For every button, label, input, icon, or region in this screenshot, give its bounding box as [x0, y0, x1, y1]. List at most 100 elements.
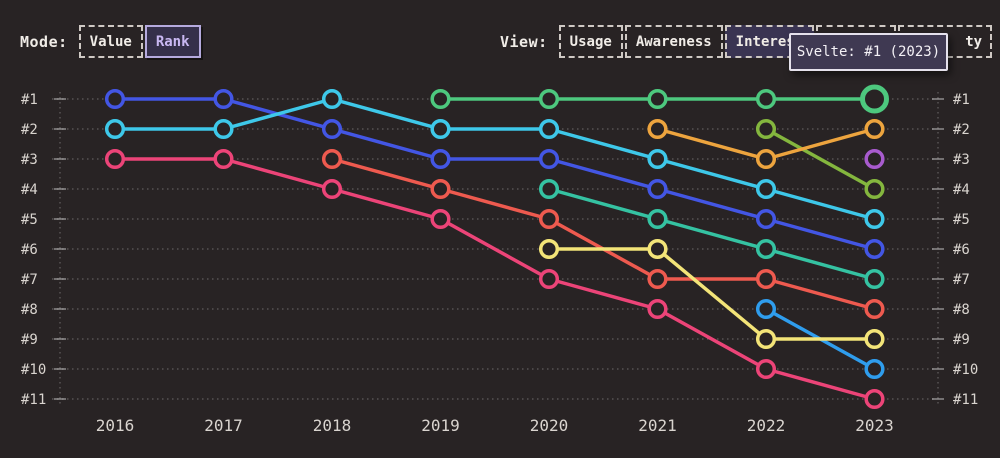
data-point-sky-2022[interactable] [755, 298, 777, 320]
mode-button-group: Value Rank [78, 25, 201, 58]
rank-label-left: #9 [21, 332, 38, 348]
data-point-orange-2021[interactable] [647, 118, 668, 140]
data-point-salmon-2023[interactable] [864, 298, 885, 320]
rank-label-right: #1 [953, 92, 970, 108]
data-point-blue-2017[interactable] [213, 88, 234, 110]
data-point-purple-2023[interactable] [864, 148, 885, 170]
series-line-yellow [547, 247, 877, 341]
data-point-cyan-2023[interactable] [864, 208, 885, 230]
rank-label-left: #4 [21, 182, 38, 198]
data-point-green-2022[interactable] [755, 88, 777, 110]
data-point-salmon-2021[interactable] [647, 268, 668, 290]
rank-label-right: #11 [953, 392, 978, 408]
data-point-blue-2022[interactable] [755, 208, 777, 230]
data-point-teal-2022[interactable] [755, 238, 777, 260]
data-point-sky-2023[interactable] [864, 358, 885, 380]
year-label-2017: 2017 [204, 416, 243, 435]
data-point-lime-2023[interactable] [864, 178, 885, 200]
mode-label: Mode: [20, 32, 68, 51]
data-point-orange-2022[interactable] [755, 148, 777, 170]
data-point-salmon-2022[interactable] [755, 268, 777, 290]
data-point-pink-2021[interactable] [647, 298, 668, 320]
year-label-2016: 2016 [96, 416, 135, 435]
rank-label-left: #6 [21, 242, 38, 258]
rank-label-right: #6 [953, 242, 970, 258]
rank-label-right: #5 [953, 212, 970, 228]
view-option-awareness[interactable]: Awareness [624, 25, 723, 58]
rank-label-left: #1 [21, 92, 38, 108]
data-point-salmon-2018[interactable] [321, 148, 343, 170]
rank-label-left: #5 [21, 212, 38, 228]
series-line-salmon [330, 157, 877, 311]
rank-label-right: #4 [953, 182, 970, 198]
data-point-pink-2019[interactable] [430, 208, 451, 230]
rank-label-right: #3 [953, 152, 970, 168]
data-point-blue-2021[interactable] [647, 178, 668, 200]
data-point-teal-2021[interactable] [647, 208, 668, 230]
year-label-2021: 2021 [638, 416, 677, 435]
data-point-cyan-2018[interactable] [321, 88, 343, 110]
rank-label-left: #2 [21, 122, 38, 138]
series-line-cyan [113, 97, 877, 221]
data-point-cyan-2017[interactable] [213, 118, 234, 140]
rank-label-right: #7 [953, 272, 970, 288]
chart-tooltip: Svelte: #1 (2023) [789, 33, 948, 71]
data-point-pink-2016[interactable] [104, 148, 126, 170]
mode-option-value[interactable]: Value [78, 25, 143, 58]
view-toolbar: View: Usage Awareness Interest ty [500, 25, 993, 58]
data-point-cyan-2019[interactable] [430, 118, 451, 140]
rank-label-left: #3 [21, 152, 38, 168]
rank-label-right: #8 [953, 302, 970, 318]
series-line-blue [113, 97, 877, 251]
rank-label-left: #10 [21, 362, 46, 378]
data-point-pink-2020[interactable] [538, 268, 560, 290]
data-point-cyan-2022[interactable] [755, 178, 777, 200]
rank-label-right: #2 [953, 122, 970, 138]
data-point-blue-2018[interactable] [321, 118, 343, 140]
series-line-lime [764, 127, 877, 191]
series-line-pink [113, 157, 877, 401]
rank-label-left: #8 [21, 302, 38, 318]
data-point-pink-2022[interactable] [755, 358, 777, 380]
data-point-cyan-2020[interactable] [538, 118, 560, 140]
mode-toolbar: Mode: Value Rank [20, 25, 201, 58]
mode-option-rank[interactable]: Rank [144, 25, 201, 58]
rank-label-right: #9 [953, 332, 970, 348]
data-point-lime-2022[interactable] [755, 118, 777, 140]
data-point-blue-2020[interactable] [538, 148, 560, 170]
data-point-yellow-2023[interactable] [864, 328, 885, 350]
year-label-2022: 2022 [747, 416, 786, 435]
year-label-2018: 2018 [313, 416, 352, 435]
data-point-pink-2023[interactable] [864, 388, 885, 410]
rank-label-right: #10 [953, 362, 978, 378]
rank-label-left: #7 [21, 272, 38, 288]
data-point-green-2019[interactable] [430, 88, 451, 110]
data-point-blue-2019[interactable] [430, 148, 451, 170]
view-button-group: Usage Awareness Interest ty [558, 25, 993, 58]
data-point-yellow-2021[interactable] [647, 238, 668, 260]
data-point-yellow-2020[interactable] [538, 238, 560, 260]
series-line-teal [547, 187, 877, 281]
data-point-blue-2023[interactable] [864, 238, 885, 260]
data-point-blue-2016[interactable] [104, 88, 126, 110]
data-point-orange-2023[interactable] [864, 118, 885, 140]
data-point-green-2023[interactable] [860, 84, 889, 114]
data-point-salmon-2019[interactable] [430, 178, 451, 200]
year-label-2019: 2019 [421, 416, 460, 435]
data-point-pink-2018[interactable] [321, 178, 343, 200]
data-point-teal-2023[interactable] [864, 268, 885, 290]
data-point-yellow-2022[interactable] [755, 328, 777, 350]
year-label-2023: 2023 [855, 416, 894, 435]
data-point-cyan-2016[interactable] [104, 118, 126, 140]
data-point-cyan-2021[interactable] [647, 148, 668, 170]
data-point-green-2020[interactable] [538, 88, 560, 110]
data-point-teal-2020[interactable] [538, 178, 560, 200]
data-point-green-2021[interactable] [647, 88, 668, 110]
view-option-usage[interactable]: Usage [558, 25, 623, 58]
data-point-salmon-2020[interactable] [538, 208, 560, 230]
year-label-2020: 2020 [530, 416, 569, 435]
rank-label-left: #11 [21, 392, 46, 408]
data-point-pink-2017[interactable] [213, 148, 234, 170]
